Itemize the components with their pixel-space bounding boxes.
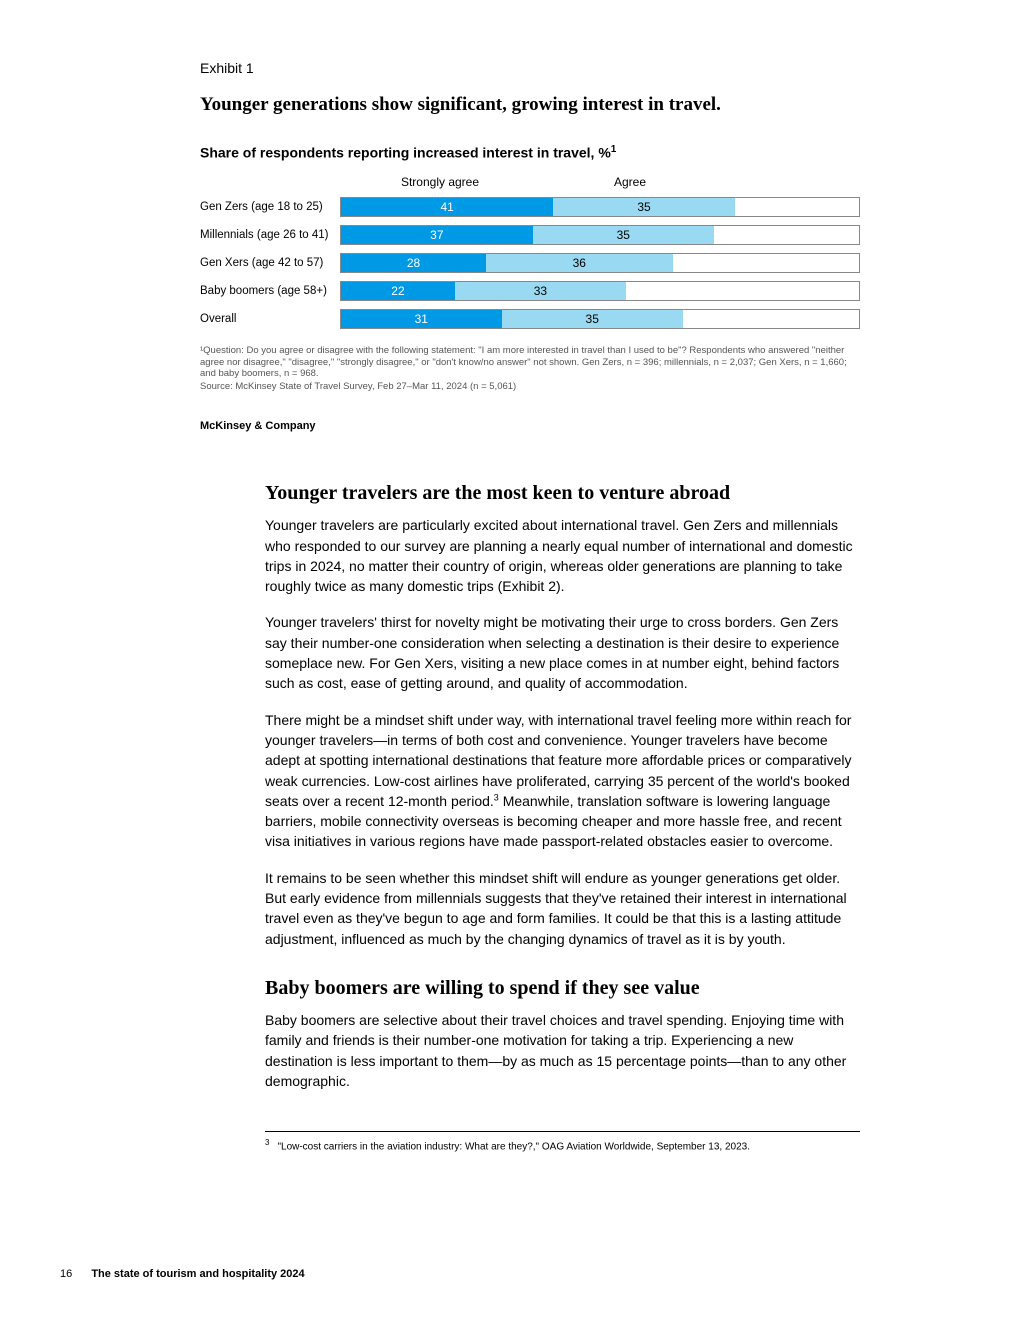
legend-agree: Agree (540, 175, 720, 189)
row-label: Baby boomers (age 58+) (200, 285, 340, 297)
bar-segment-agree: 35 (533, 226, 714, 244)
subtitle-sup: 1 (611, 144, 617, 155)
bar-segment-strongly: 31 (341, 310, 502, 328)
footnote-3: 3 "Low-cost carriers in the aviation indu… (265, 1138, 860, 1152)
footnote-text: "Low-cost carriers in the aviation indus… (277, 1141, 750, 1152)
chart-subtitle: Share of respondents reporting increased… (200, 144, 860, 161)
legend-strongly: Strongly agree (340, 175, 540, 189)
bar-segment-strongly: 41 (341, 198, 553, 216)
paragraph: There might be a mindset shift under way… (265, 710, 860, 852)
bar-track: 3135 (340, 309, 860, 329)
chart-legend: Strongly agreeAgree (340, 175, 860, 189)
paragraph: It remains to be seen whether this minds… (265, 868, 860, 949)
page-footer: 16 The state of tourism and hospitality … (60, 1268, 305, 1280)
bar-segment-agree: 35 (553, 198, 734, 216)
bar-segment-strongly: 22 (341, 282, 455, 300)
bar-segment-agree: 35 (502, 310, 683, 328)
section-heading: Younger travelers are the most keen to v… (265, 482, 860, 505)
page-number: 16 (60, 1268, 72, 1280)
publication-title: The state of tourism and hospitality 202… (91, 1268, 304, 1280)
bar-track: 2233 (340, 281, 860, 301)
subtitle-text: Share of respondents reporting increased… (200, 145, 611, 161)
chart-footnote: ¹Question: Do you agree or disagree with… (200, 345, 860, 381)
chart-source: Source: McKinsey State of Travel Survey,… (200, 381, 860, 392)
footnote-rule (265, 1131, 860, 1132)
brand-label: McKinsey & Company (200, 420, 860, 432)
section-heading: Baby boomers are willing to spend if the… (265, 977, 860, 1000)
row-label: Gen Zers (age 18 to 25) (200, 201, 340, 213)
chart-row: Overall3135 (200, 307, 860, 331)
article-body: Younger travelers are the most keen to v… (265, 482, 860, 1152)
paragraph: Younger travelers are particularly excit… (265, 515, 860, 596)
bar-segment-strongly: 37 (341, 226, 533, 244)
row-label: Overall (200, 313, 340, 325)
exhibit-block: Exhibit 1 Younger generations show signi… (200, 60, 860, 432)
chart-row: Gen Zers (age 18 to 25)4135 (200, 195, 860, 219)
bar-track: 4135 (340, 197, 860, 217)
paragraph: Baby boomers are selective about their t… (265, 1010, 860, 1091)
bar-segment-strongly: 28 (341, 254, 486, 272)
exhibit-title: Younger generations show significant, gr… (200, 94, 860, 116)
bar-track: 3735 (340, 225, 860, 245)
chart-row: Millennials (age 26 to 41)3735 (200, 223, 860, 247)
chart-row: Baby boomers (age 58+)2233 (200, 279, 860, 303)
bar-track: 2836 (340, 253, 860, 273)
exhibit-label: Exhibit 1 (200, 60, 860, 76)
bar-segment-agree: 36 (486, 254, 672, 272)
bar-segment-agree: 33 (455, 282, 626, 300)
bar-chart: Strongly agreeAgreeGen Zers (age 18 to 2… (200, 175, 860, 331)
row-label: Gen Xers (age 42 to 57) (200, 257, 340, 269)
footnote-number: 3 (265, 1138, 269, 1147)
row-label: Millennials (age 26 to 41) (200, 229, 340, 241)
chart-row: Gen Xers (age 42 to 57)2836 (200, 251, 860, 275)
chart-rows: Gen Zers (age 18 to 25)4135Millennials (… (200, 195, 860, 331)
paragraph: Younger travelers' thirst for novelty mi… (265, 612, 860, 693)
